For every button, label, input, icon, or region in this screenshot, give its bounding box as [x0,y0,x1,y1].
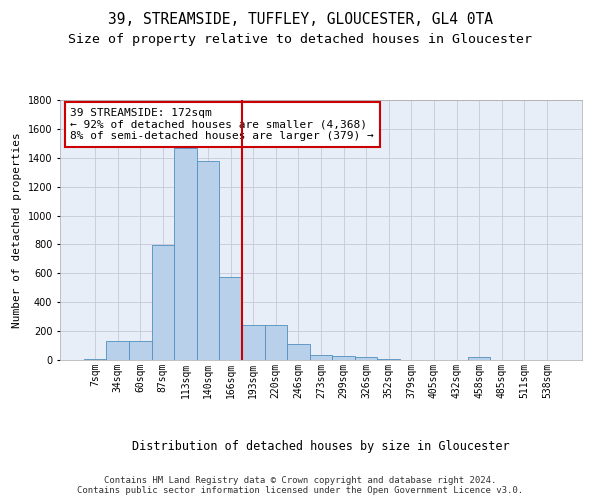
Bar [355,357,377,360]
Bar [197,162,220,360]
Bar [129,341,152,360]
Text: 39, STREAMSIDE, TUFFLEY, GLOUCESTER, GL4 0TA: 39, STREAMSIDE, TUFFLEY, GLOUCESTER, GL4… [107,12,493,28]
Text: Contains HM Land Registry data © Crown copyright and database right 2024.
Contai: Contains HM Land Registry data © Crown c… [77,476,523,495]
Bar [106,341,129,360]
Text: 39 STREAMSIDE: 172sqm
← 92% of detached houses are smaller (4,368)
8% of semi-de: 39 STREAMSIDE: 172sqm ← 92% of detached … [70,108,374,141]
Bar [220,277,242,360]
Bar [242,324,265,360]
Bar [265,324,287,360]
Bar [84,358,106,360]
X-axis label: Distribution of detached houses by size in Gloucester: Distribution of detached houses by size … [132,440,510,452]
Bar [332,356,355,360]
Text: Size of property relative to detached houses in Gloucester: Size of property relative to detached ho… [68,32,532,46]
Bar [377,358,400,360]
Bar [152,245,174,360]
Bar [310,355,332,360]
Y-axis label: Number of detached properties: Number of detached properties [12,132,22,328]
Bar [468,357,490,360]
Bar [174,148,197,360]
Bar [287,344,310,360]
